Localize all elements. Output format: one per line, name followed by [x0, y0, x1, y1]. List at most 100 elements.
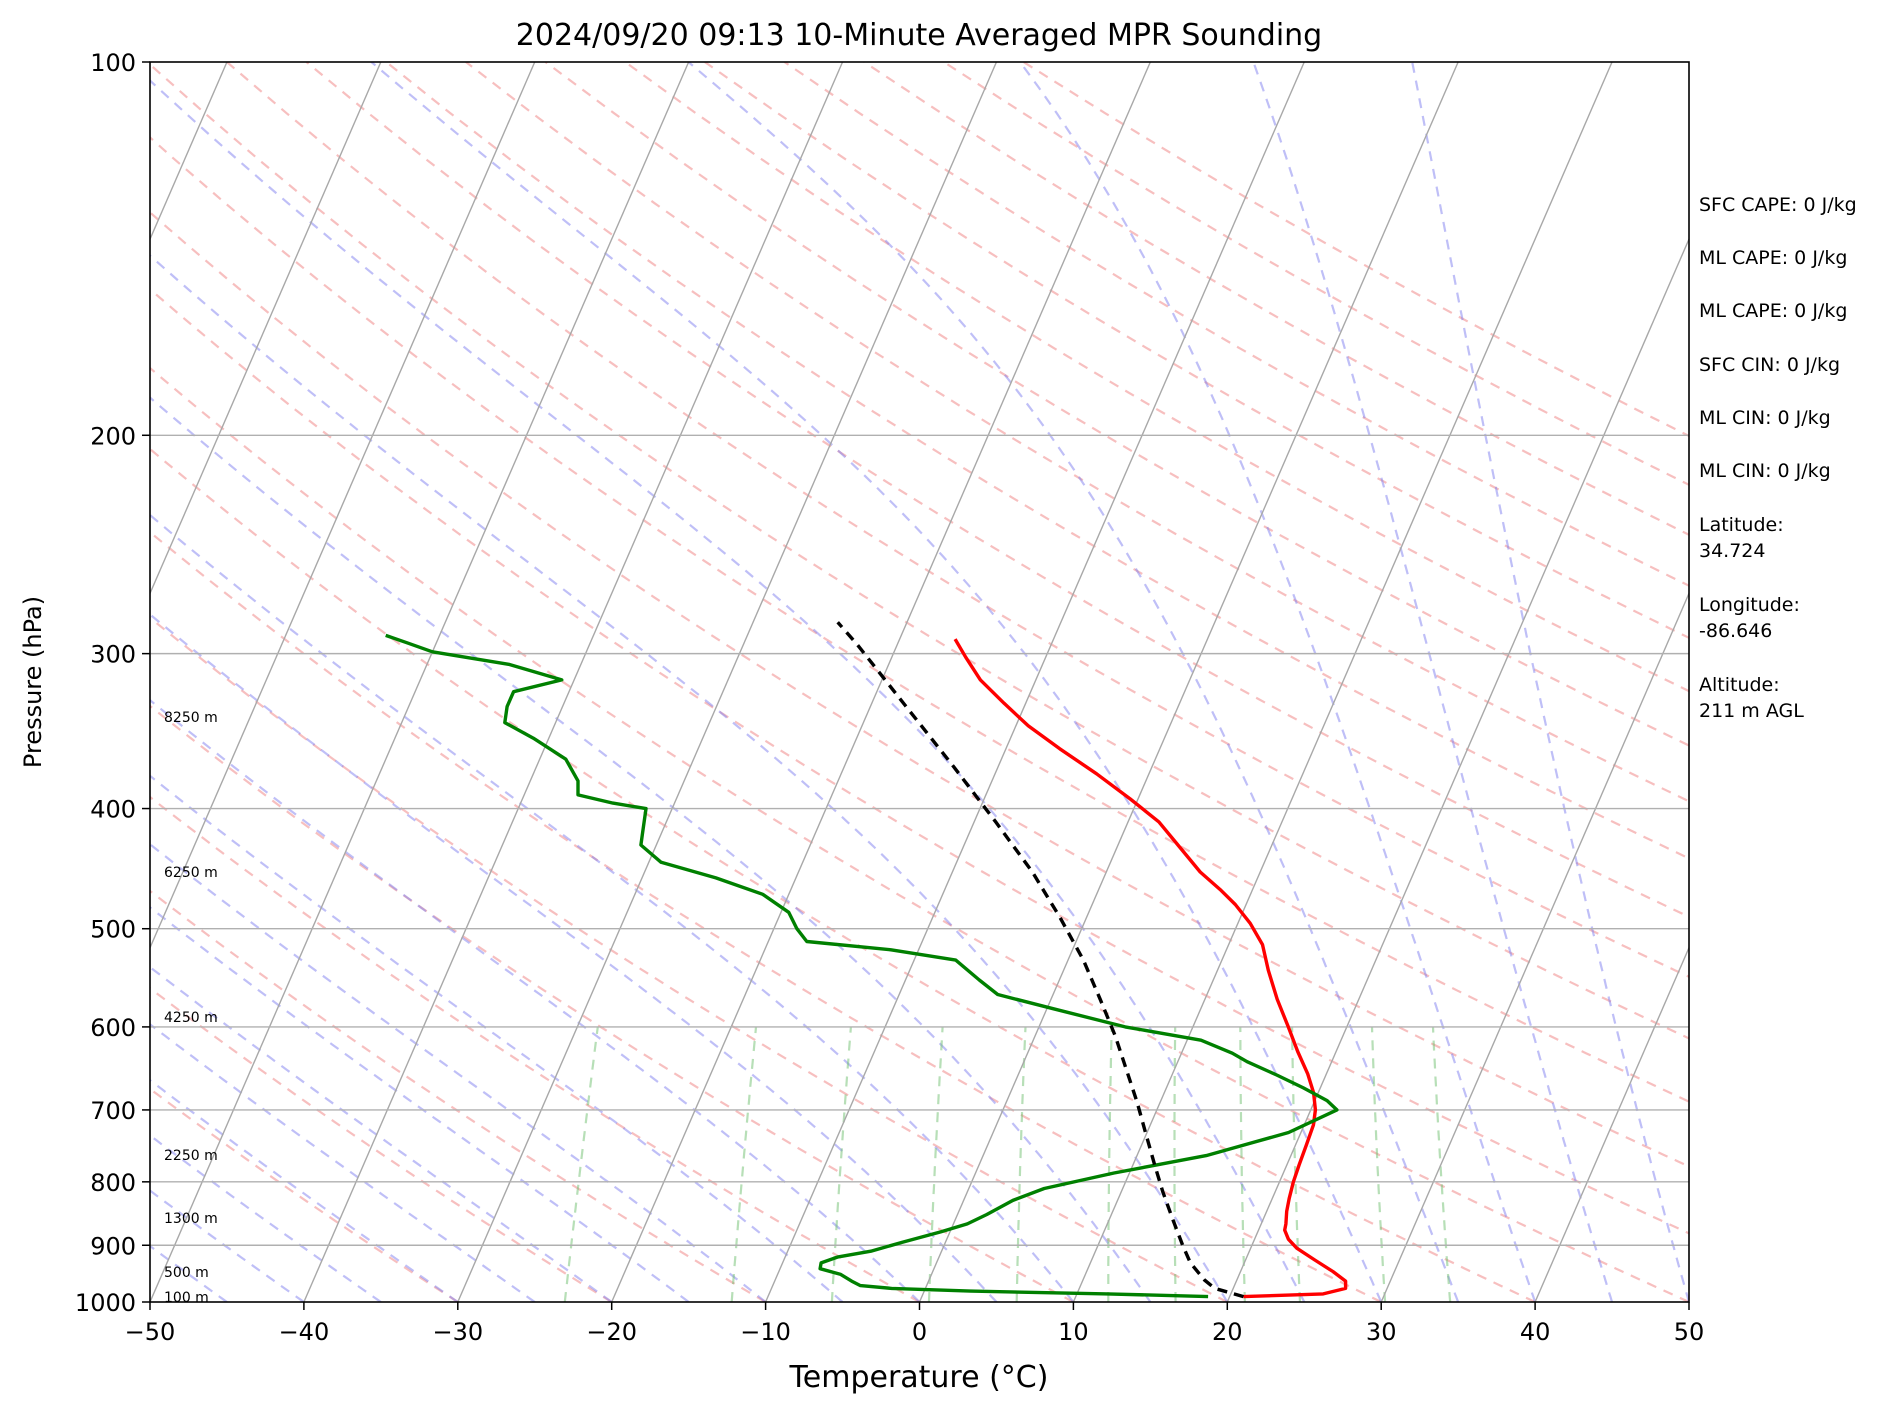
isotherm-line	[150, 62, 690, 1302]
moist-adiabat-line	[687, 62, 1460, 1302]
moist-adiabat-line	[150, 1078, 459, 1302]
dry-adiabat-line	[150, 795, 921, 1302]
isotherm-line	[150, 62, 382, 596]
isotherm-line	[1380, 591, 1689, 1302]
mixing-ratio-line	[927, 1026, 944, 1302]
x-tick-label: 0	[912, 1318, 927, 1346]
stat-ml-cape: ML CAPE: 0 J/kg	[1699, 247, 1847, 269]
x-tick-label: −30	[432, 1318, 483, 1346]
y-tick-label: 700	[90, 1097, 136, 1125]
moist-adiabat-line	[150, 1134, 382, 1302]
moist-adiabat-line	[150, 965, 613, 1302]
x-tick-label: −50	[125, 1318, 176, 1346]
moist-adiabat-line	[150, 396, 1152, 1302]
mixing-ratio-line	[1370, 1026, 1387, 1302]
height-label: 1300 m	[164, 1211, 218, 1227]
x-tick-label: −40	[279, 1318, 330, 1346]
mixing-ratio-line	[1431, 1026, 1452, 1302]
moist-adiabat-line	[150, 774, 844, 1302]
y-tick-label: 1000	[75, 1289, 136, 1317]
y-tick-label: 800	[90, 1169, 136, 1197]
chart-title: 2024/09/20 09:13 10-Minute Averaged MPR …	[516, 18, 1322, 53]
moist-adiabat-line	[150, 612, 998, 1302]
height-label: 8250 m	[164, 710, 218, 726]
y-tick-label: 600	[90, 1014, 136, 1042]
stat-ml-cin: ML CIN: 0 J/kg	[1699, 407, 1831, 429]
altitude-value: 211 m AGL	[1699, 700, 1804, 722]
stat-ml-cape-2: ML CAPE: 0 J/kg	[1699, 300, 1847, 322]
mixing-ratio-line	[1015, 1026, 1027, 1302]
moist-adiabat-line	[150, 698, 921, 1302]
height-label: 500 m	[164, 1265, 209, 1281]
dry-adiabat-line	[150, 210, 1689, 1168]
isotherm-line	[1072, 62, 1613, 1302]
isotherms	[150, 62, 1689, 1302]
longitude-label: Longitude:	[1699, 594, 1800, 616]
moist-adiabat-line	[370, 62, 1383, 1302]
y-axis: 100 200 300 400 500 600 700 800 900 1000	[75, 49, 150, 1317]
isotherm-line	[764, 62, 1305, 1302]
mixing-ratio-line	[1107, 1026, 1113, 1302]
height-labels: 8250 m 6250 m 4250 m 2250 m 1300 m 500 m 100 m	[164, 710, 218, 1306]
dry-adiabat-line	[150, 135, 1689, 1103]
y-tick-label: 200	[90, 422, 136, 450]
moist-adiabat-line	[150, 513, 1075, 1302]
mixing-ratio-line	[1173, 1026, 1177, 1302]
isotherm-line	[303, 62, 844, 1302]
moist-adiabat-line	[150, 1189, 305, 1302]
mixing-ratio-line	[730, 1026, 758, 1302]
moist-adiabat-line	[1411, 62, 1689, 1302]
isotherm-line	[611, 62, 1151, 1302]
isotherm-line	[457, 62, 998, 1302]
y-axis-title: Pressure (hPa)	[19, 596, 47, 768]
moist-adiabat-line	[150, 1022, 536, 1302]
height-label: 6250 m	[164, 865, 218, 881]
isotherm-line	[150, 62, 536, 950]
side-panel: SFC CAPE: 0 J/kg ML CAPE: 0 J/kg ML CAPE…	[1699, 194, 1857, 722]
x-tick-label: 30	[1366, 1318, 1397, 1346]
isotherm-line	[1534, 945, 1689, 1302]
dry-adiabat-line	[385, 62, 1689, 860]
parcel-profile	[836, 621, 1244, 1299]
mixing-ratio-line	[830, 1026, 852, 1302]
temperature-profile	[953, 638, 1348, 1299]
x-tick-label: 40	[1520, 1318, 1551, 1346]
altitude-label: Altitude:	[1699, 674, 1780, 696]
dry-adiabat-line	[150, 366, 1689, 1302]
profile-series	[385, 621, 1348, 1299]
dry-adiabat-line	[150, 530, 1382, 1302]
longitude-value: -86.646	[1699, 620, 1772, 642]
height-label: 100 m	[164, 1290, 209, 1306]
dry-adiabat-line	[150, 287, 1689, 1235]
latitude-value: 34.724	[1699, 540, 1765, 562]
moist-adiabat-line	[1252, 62, 1614, 1302]
dry-adiabat-line	[704, 62, 1689, 640]
stat-sfc-cape: SFC CAPE: 0 J/kg	[1699, 194, 1857, 216]
dry-adiabat-line	[150, 447, 1536, 1302]
dry-adiabat-line	[150, 704, 1074, 1302]
moist-adiabats	[150, 62, 1689, 1302]
dry-adiabat-line	[150, 986, 613, 1302]
dry-adiabats	[150, 62, 1689, 1302]
x-tick-label: 10	[1058, 1318, 1089, 1346]
dry-adiabat-line	[305, 62, 1689, 919]
x-tick-label: 20	[1212, 1318, 1243, 1346]
y-tick-label: 500	[90, 916, 136, 944]
x-axis: −50 −40 −30 −20 −10 0 10 20 30 40 50	[125, 1302, 1705, 1346]
mixing-ratio-line	[563, 1026, 599, 1302]
x-tick-label: 50	[1674, 1318, 1705, 1346]
dewpoint-profile	[385, 633, 1339, 1299]
dry-adiabat-line	[150, 889, 767, 1302]
height-label: 4250 m	[164, 1010, 218, 1026]
isotherm-line	[918, 62, 1459, 1302]
dry-adiabat-line	[150, 616, 1228, 1302]
stat-ml-cin-2: ML CIN: 0 J/kg	[1699, 460, 1831, 482]
stat-sfc-cin: SFC CIN: 0 J/kg	[1699, 354, 1840, 376]
moist-adiabat-line	[150, 842, 767, 1302]
y-tick-label: 900	[90, 1232, 136, 1260]
isobars	[150, 434, 1689, 1246]
moist-adiabat-line	[150, 906, 690, 1302]
y-tick-label: 400	[90, 796, 136, 824]
height-label: 2250 m	[164, 1148, 218, 1164]
